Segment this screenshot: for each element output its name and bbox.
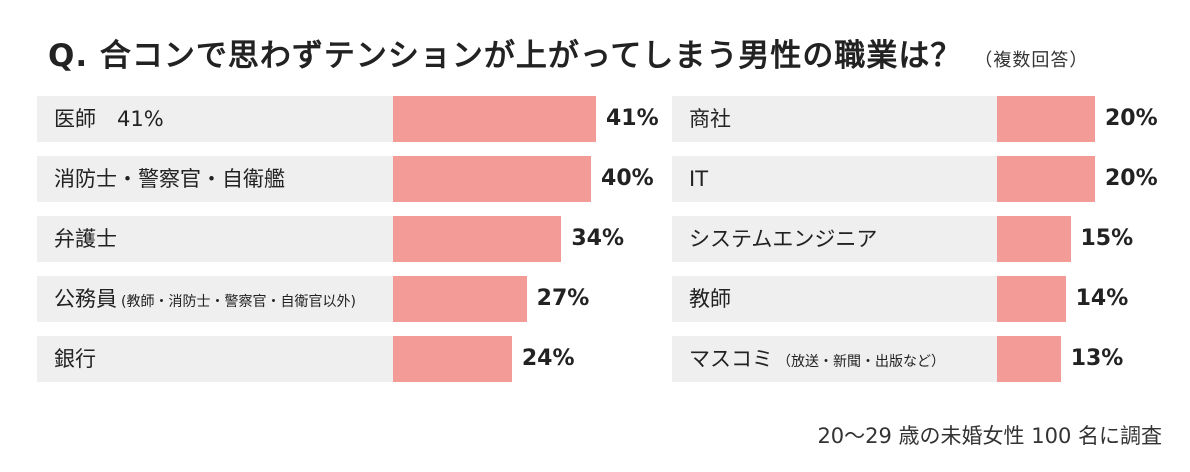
bar-row: システムエンジニア 15% [672, 216, 1190, 262]
bar-row: 商社 20% [672, 96, 1190, 142]
value-label: 15% [1080, 226, 1134, 251]
category-label-background [672, 216, 1002, 262]
category-label: システムエンジニア [689, 216, 877, 262]
value-label: 20% [1105, 166, 1158, 191]
category-label: 公務員 (教師・消防士・警察官・自衛官以外) [54, 276, 356, 322]
value-label: 40% [601, 166, 654, 191]
category-label-background [37, 216, 397, 262]
bar [997, 276, 1066, 322]
category-name: 銀行 [54, 347, 96, 371]
bar [997, 216, 1071, 262]
bar-row: 教師 14% [672, 276, 1190, 322]
chart-title: Q. 合コンで思わずテンションが上がってしまう男性の職業は？ （複数回答） [48, 30, 1088, 75]
value-label: 34% [571, 226, 624, 251]
title-text: Q. 合コンで思わずテンションが上がってしまう男性の職業は？ [48, 38, 963, 74]
left-bar-panel: 医師 41% 41% 消防士・警察官・自衛艦 40% 弁護士 34% 公務員 (教師・消防士・… [37, 96, 659, 396]
category-label: 消防士・警察官・自衛艦 [54, 156, 285, 202]
bar-row: IT 20% [672, 156, 1190, 202]
survey-footnote: 20〜29 歳の未婚女性 100 名に調査 [817, 424, 1162, 448]
bar [393, 276, 527, 322]
bar [997, 156, 1095, 202]
bar [393, 96, 596, 142]
value-label: 14% [1075, 286, 1129, 311]
category-label-background [37, 156, 397, 202]
category-name: 弁護士 [54, 227, 117, 251]
bar [997, 336, 1061, 382]
category-label-background [37, 336, 397, 382]
bar-row: 公務員 (教師・消防士・警察官・自衛官以外) 27% [37, 276, 637, 322]
bar-row: マスコミ （放送・新聞・出版など） 13% [672, 336, 1190, 382]
right-bar-panel: 商社 20% IT 20% システムエンジニア 15% 教師 14% マスコミ （放送・新聞・出版… [672, 96, 1190, 396]
value-label: 24% [521, 346, 575, 371]
category-note: （放送・新聞・出版など） [777, 354, 945, 370]
category-label-background [672, 156, 1002, 202]
value-label: 20% [1105, 106, 1158, 131]
category-label-background [672, 276, 1002, 322]
category-label-background [37, 96, 397, 142]
bar [997, 96, 1095, 142]
value-label: 13% [1070, 346, 1124, 371]
category-name: システムエンジニア [689, 227, 878, 251]
bar-row: 医師 41% 41% [37, 96, 659, 142]
category-label: 医師 41% [54, 96, 164, 142]
bar-row: 銀行 24% [37, 336, 637, 382]
category-name: 消防士・警察官・自衛艦 [54, 167, 285, 191]
category-name: マスコミ [689, 347, 773, 371]
category-label-background [672, 336, 1002, 382]
category-label: マスコミ （放送・新聞・出版など） [689, 336, 945, 382]
bar-row: 弁護士 34% [37, 216, 637, 262]
category-label: 弁護士 [54, 216, 117, 262]
category-label: 商社 [689, 96, 731, 142]
category-name: 医師 41% [54, 107, 164, 131]
bar-row: 消防士・警察官・自衛艦 40% [37, 156, 654, 202]
bar [393, 336, 512, 382]
category-name: 教師 [689, 287, 731, 311]
value-label: 27% [536, 286, 590, 311]
category-label-background [672, 96, 1002, 142]
category-name: IT [689, 167, 709, 191]
category-note: (教師・消防士・警察官・自衛官以外) [121, 294, 356, 310]
value-label: 41% [606, 106, 659, 131]
category-label: IT [689, 156, 708, 202]
category-label-background [37, 276, 397, 322]
title-note: （複数回答） [974, 50, 1089, 71]
category-label: 銀行 [54, 336, 96, 382]
bar [393, 156, 592, 202]
bar [393, 216, 562, 262]
category-name: 商社 [689, 107, 731, 131]
category-name: 公務員 [54, 287, 117, 311]
category-label: 教師 [689, 276, 731, 322]
